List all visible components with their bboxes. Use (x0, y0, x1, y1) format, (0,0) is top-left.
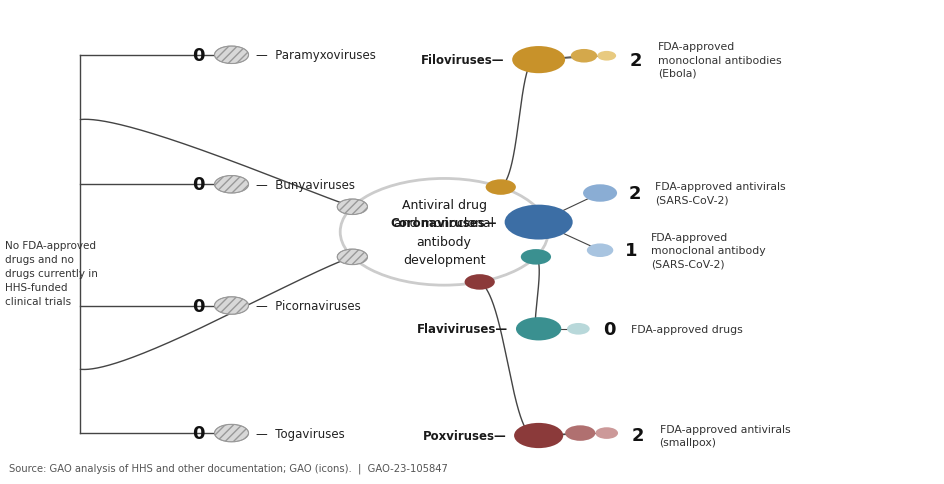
Text: FDA-approved antivirals
(SARS-CoV-2): FDA-approved antivirals (SARS-CoV-2) (654, 182, 784, 205)
Text: —  Paramyxoviruses: — Paramyxoviruses (256, 49, 376, 62)
Text: Source: GAO analysis of HHS and other documentation; GAO (icons).  |  GAO-23-105: Source: GAO analysis of HHS and other do… (9, 463, 447, 473)
Text: FDA-approved antivirals
(smallpox): FDA-approved antivirals (smallpox) (659, 424, 789, 447)
Circle shape (515, 318, 561, 341)
Text: 2: 2 (631, 426, 643, 445)
Circle shape (586, 244, 613, 257)
Text: —  Bunyaviruses: — Bunyaviruses (256, 179, 355, 191)
Text: —  Togaviruses: — Togaviruses (256, 427, 345, 439)
Text: 0: 0 (602, 320, 615, 338)
Circle shape (464, 274, 495, 290)
Circle shape (214, 176, 248, 194)
Circle shape (214, 47, 248, 64)
Circle shape (595, 427, 617, 439)
Circle shape (566, 323, 589, 335)
Circle shape (570, 50, 597, 63)
Circle shape (512, 47, 565, 74)
Circle shape (565, 425, 595, 441)
Text: Poxviruses—: Poxviruses— (422, 429, 506, 442)
Text: FDA-approved
monoclonal antibody
(SARS-CoV-2): FDA-approved monoclonal antibody (SARS-C… (650, 232, 765, 269)
Circle shape (337, 199, 367, 215)
Text: 0: 0 (193, 424, 205, 442)
Circle shape (340, 179, 548, 286)
Circle shape (531, 217, 562, 233)
Text: No FDA-approved
drugs and no
drugs currently in
HHS-funded
clinical trials: No FDA-approved drugs and no drugs curre… (5, 241, 97, 306)
Text: 0: 0 (193, 176, 205, 194)
Text: Filoviruses—: Filoviruses— (421, 54, 504, 67)
Circle shape (597, 52, 615, 61)
Text: 2: 2 (628, 184, 640, 203)
Text: FDA-approved drugs: FDA-approved drugs (631, 324, 742, 334)
Text: Antiviral drug
and monoclonal
antibody
development: Antiviral drug and monoclonal antibody d… (394, 198, 494, 267)
Circle shape (520, 250, 550, 265)
Circle shape (504, 205, 572, 240)
Text: 0: 0 (193, 46, 205, 65)
Circle shape (337, 250, 367, 265)
Text: FDA-approved
monoclonal antibodies
(Ebola): FDA-approved monoclonal antibodies (Ebol… (657, 42, 781, 79)
Text: 0: 0 (193, 297, 205, 315)
Text: —  Picornaviruses: — Picornaviruses (256, 300, 361, 312)
Circle shape (514, 423, 563, 448)
Circle shape (485, 180, 515, 196)
Text: Coronaviruses—: Coronaviruses— (390, 216, 497, 229)
Text: 1: 1 (624, 242, 636, 260)
Circle shape (214, 424, 248, 442)
Text: Flaviviruses—: Flaviviruses— (417, 323, 508, 335)
Circle shape (582, 185, 616, 202)
Text: 2: 2 (629, 51, 641, 70)
Circle shape (214, 297, 248, 315)
